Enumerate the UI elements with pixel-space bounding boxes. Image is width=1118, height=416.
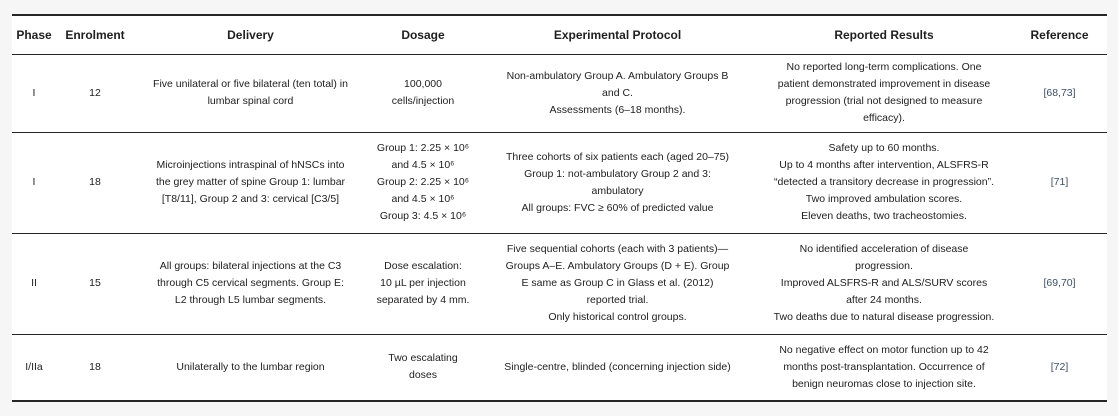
cell-protocol: Five sequential cohorts (each with 3 pat… (479, 233, 756, 335)
cell-results: No identified acceleration of disease pr… (756, 233, 1012, 335)
cell-dosage: Dose escalation: 10 µL per injection sep… (367, 233, 479, 335)
reference-link[interactable]: [68,73] (1012, 54, 1107, 133)
cell-results: Safety up to 60 months. Up to 4 months a… (756, 132, 1012, 234)
cell-enrolment: 15 (56, 233, 134, 335)
table-row: I 12 Five unilateral or five bilateral (… (12, 54, 1107, 133)
cell-delivery: Unilaterally to the lumbar region (134, 334, 367, 401)
cell-dosage: Two escalating doses (367, 334, 479, 401)
cell-delivery: Microinjections intraspinal of hNSCs int… (134, 132, 367, 234)
table-row: I/IIa 18 Unilaterally to the lumbar regi… (12, 334, 1107, 401)
cell-delivery: Five unilateral or five bilateral (ten t… (134, 54, 367, 133)
table-header-row: Phase Enrolment Delivery Dosage Experime… (12, 15, 1107, 55)
reference-link[interactable]: [69,70] (1012, 233, 1107, 335)
col-header-phase: Phase (12, 15, 56, 55)
clinical-trials-table: Phase Enrolment Delivery Dosage Experime… (12, 14, 1107, 402)
cell-protocol: Three cohorts of six patients each (aged… (479, 132, 756, 234)
cell-dosage: 100,000 cells/injection (367, 54, 479, 133)
cell-protocol: Single-centre, blinded (concerning injec… (479, 334, 756, 401)
cell-phase: I/IIa (12, 334, 56, 401)
cell-phase: I (12, 54, 56, 133)
table-row: II 15 All groups: bilateral injections a… (12, 233, 1107, 335)
cell-enrolment: 18 (56, 132, 134, 234)
cell-enrolment: 18 (56, 334, 134, 401)
col-header-dosage: Dosage (367, 15, 479, 55)
col-header-protocol: Experimental Protocol (479, 15, 756, 55)
cell-results: No reported long-term complications. One… (756, 54, 1012, 133)
col-header-reference: Reference (1012, 15, 1107, 55)
reference-link[interactable]: [71] (1012, 132, 1107, 234)
cell-phase: I (12, 132, 56, 234)
cell-delivery: All groups: bilateral injections at the … (134, 233, 367, 335)
col-header-delivery: Delivery (134, 15, 367, 55)
col-header-enrolment: Enrolment (56, 15, 134, 55)
table-row: I 18 Microinjections intraspinal of hNSC… (12, 132, 1107, 234)
clinical-trials-table-container: Phase Enrolment Delivery Dosage Experime… (12, 14, 1107, 402)
cell-dosage: Group 1: 2.25 × 10⁶ and 4.5 × 10⁶ Group … (367, 132, 479, 234)
cell-enrolment: 12 (56, 54, 134, 133)
cell-phase: II (12, 233, 56, 335)
cell-results: No negative effect on motor function up … (756, 334, 1012, 401)
cell-protocol: Non-ambulatory Group A. Ambulatory Group… (479, 54, 756, 133)
reference-link[interactable]: [72] (1012, 334, 1107, 401)
col-header-results: Reported Results (756, 15, 1012, 55)
